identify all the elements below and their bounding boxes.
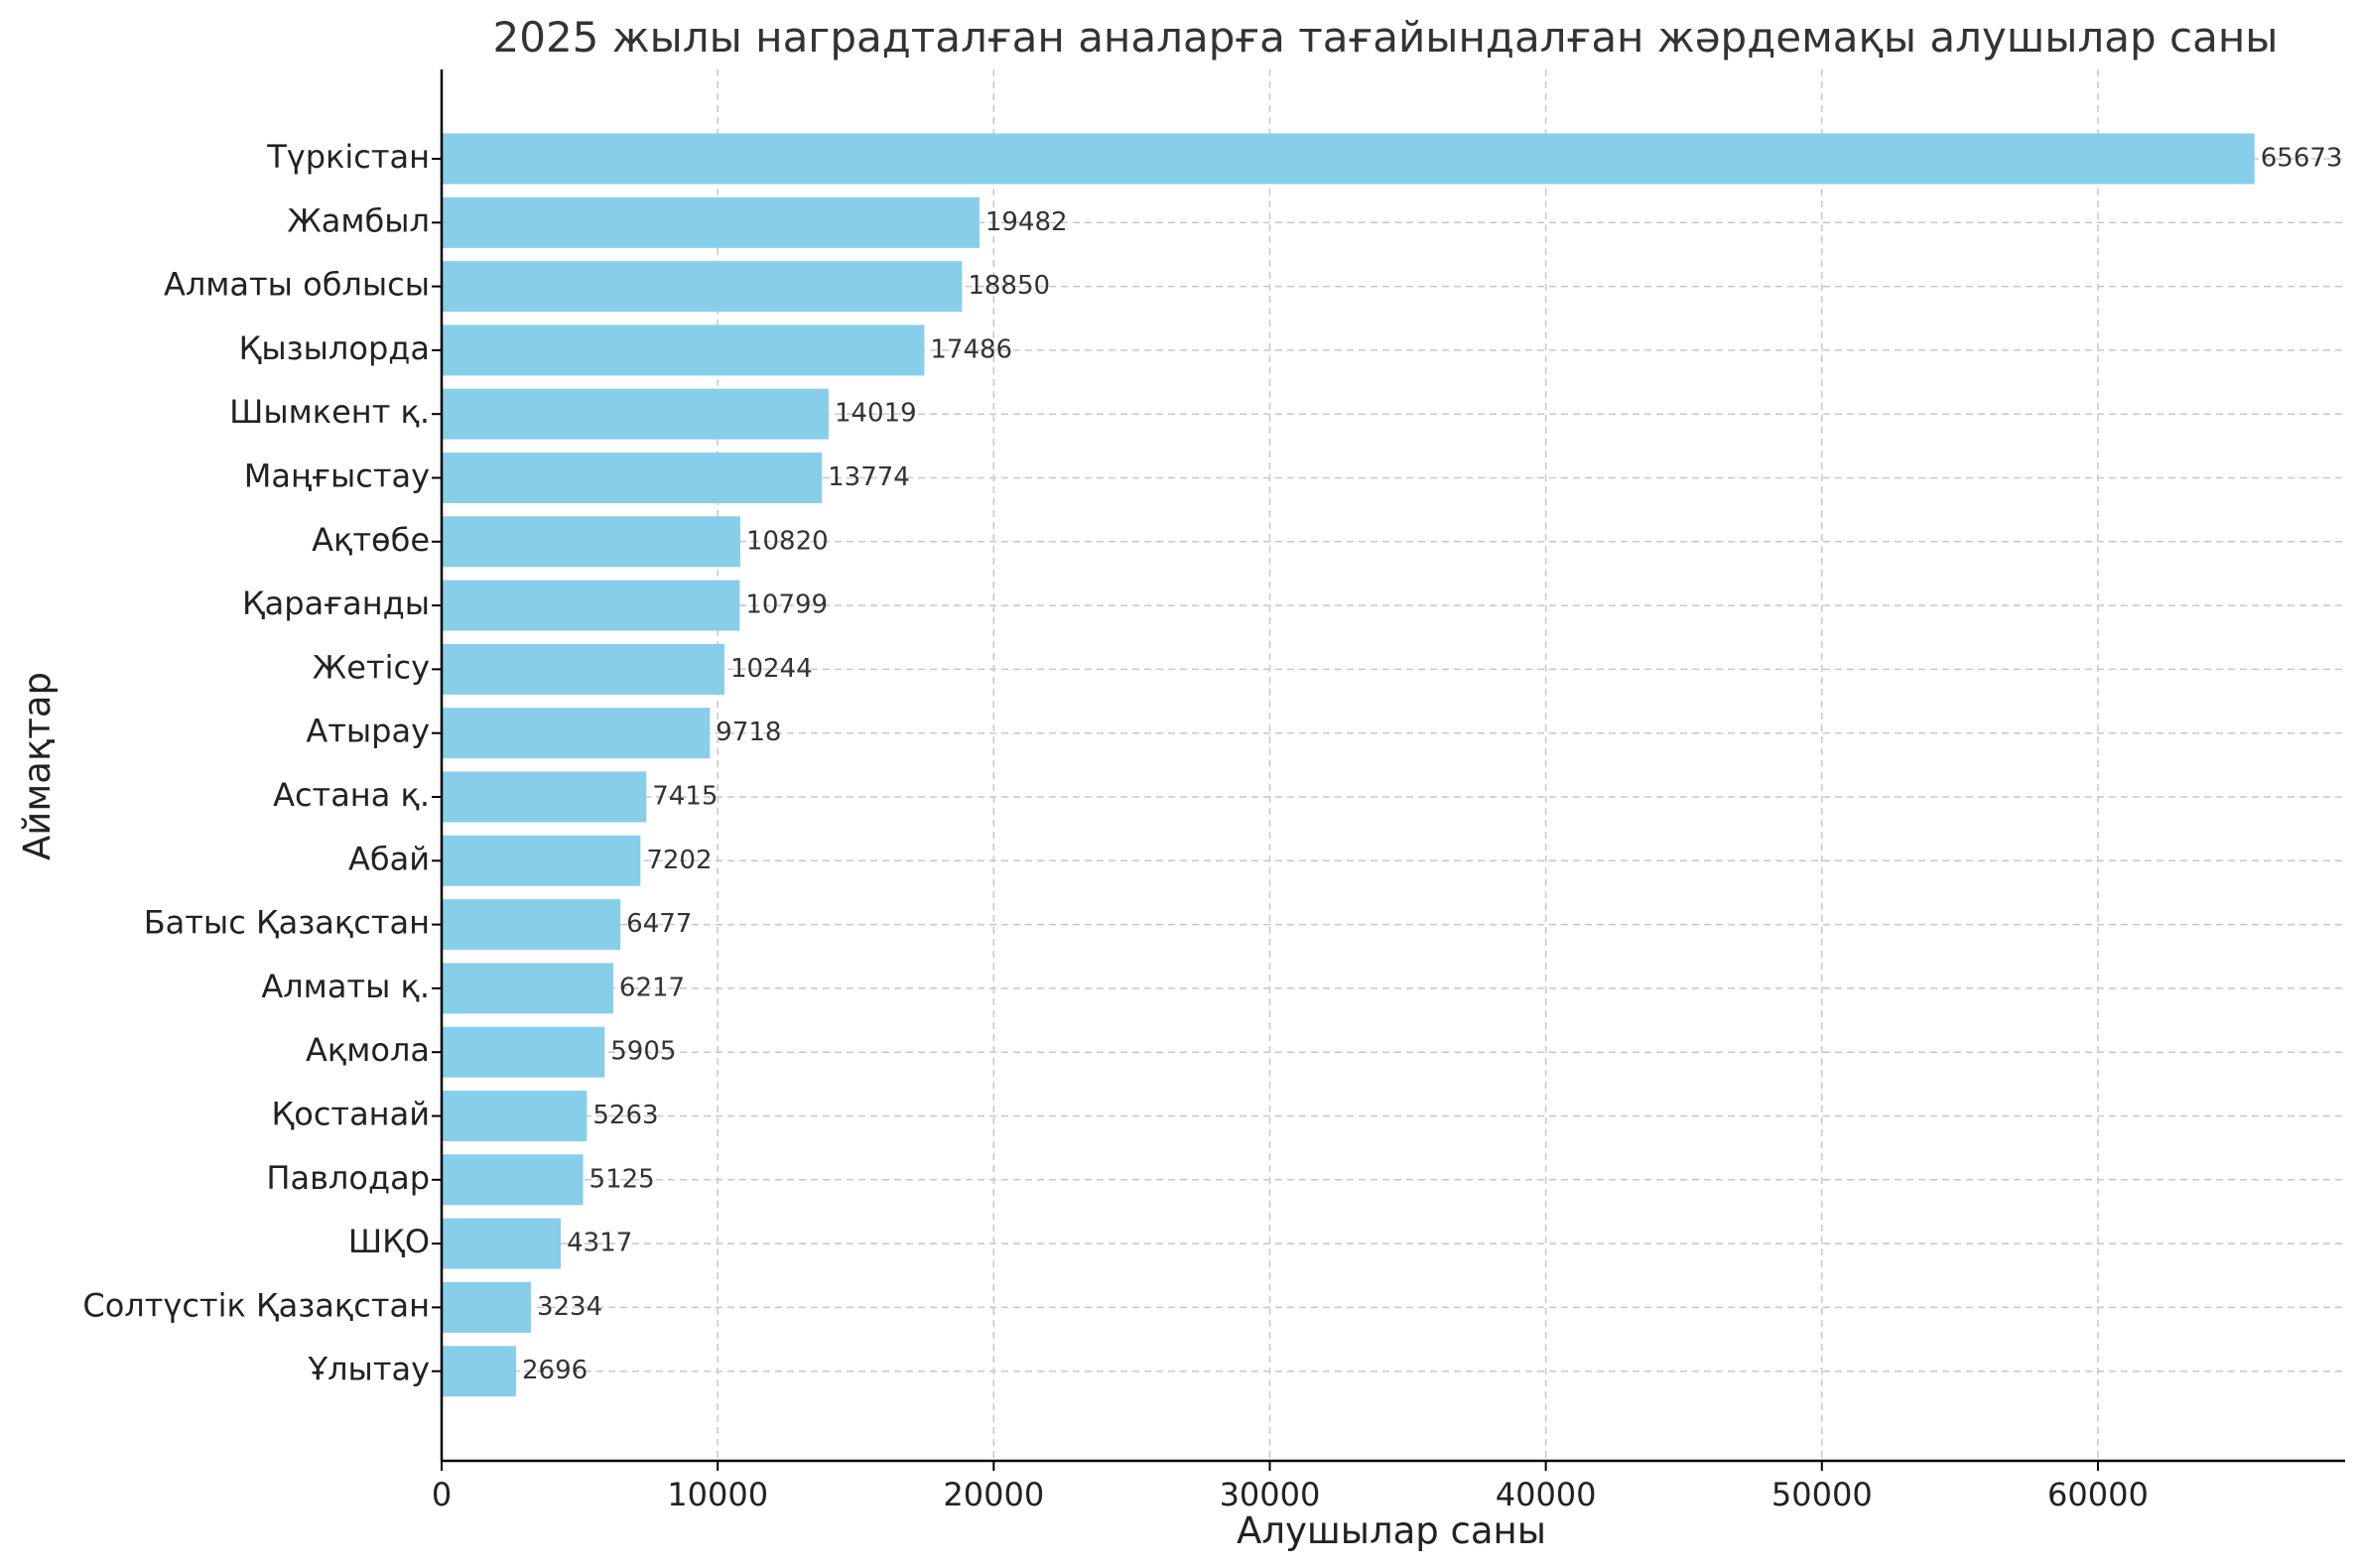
y-tick-label: Қарағанды bbox=[242, 585, 430, 622]
bar bbox=[442, 1218, 562, 1269]
y-tick-label: Шымкент қ. bbox=[229, 393, 430, 431]
bar-value-label: 10244 bbox=[730, 654, 813, 684]
bar-value-label: 6477 bbox=[626, 909, 692, 939]
bar-value-label: 14019 bbox=[835, 399, 917, 429]
y-tick-label: Абай bbox=[348, 840, 430, 877]
y-tick-label: Түркістан bbox=[266, 138, 430, 176]
bar-value-label: 10820 bbox=[746, 526, 829, 556]
y-tick-label: Атырау bbox=[306, 713, 430, 750]
y-tick-label: Алматы қ. bbox=[261, 968, 430, 1005]
bar-value-label: 7202 bbox=[646, 846, 712, 875]
y-tick-label: Ақмола bbox=[306, 1031, 430, 1069]
x-axis-ticks: 0 10000 20000 30000 40000 50000 60000 bbox=[432, 1461, 2149, 1513]
y-axis-label: Аймақтар bbox=[16, 672, 59, 860]
y-tick-label: Алматы облысы bbox=[164, 266, 430, 304]
bar-value-label: 5263 bbox=[592, 1101, 658, 1130]
y-tick-label: Маңғыстау bbox=[244, 457, 430, 495]
bar bbox=[442, 771, 647, 823]
bar-value-label: 13774 bbox=[828, 462, 910, 492]
bar-value-label: 18850 bbox=[968, 271, 1050, 301]
bar-value-label: 9718 bbox=[716, 718, 781, 747]
y-tick-label: Жамбыл bbox=[287, 201, 430, 239]
bar-value-label: 17486 bbox=[930, 334, 1012, 364]
y-axis-ticks: Түркістан Жамбыл Алматы облысы Қызылорда Шым… bbox=[82, 138, 442, 1388]
bar bbox=[442, 388, 829, 440]
y-tick-label: ШҚО bbox=[348, 1223, 430, 1260]
bar bbox=[442, 133, 2255, 185]
x-tick-label: 50000 bbox=[1771, 1476, 1873, 1513]
bar bbox=[442, 580, 740, 631]
bar bbox=[442, 643, 724, 695]
bar bbox=[442, 1091, 588, 1141]
chart-title: 2025 жылы наградталған аналарға тағайынд… bbox=[493, 13, 2279, 62]
bar bbox=[442, 708, 711, 759]
bar-value-label: 7415 bbox=[652, 782, 718, 812]
bar-value-label: 5125 bbox=[590, 1164, 655, 1194]
bar bbox=[442, 325, 925, 376]
bar bbox=[442, 196, 980, 248]
y-tick-label: Қызылорда bbox=[239, 329, 430, 367]
bar-value-label: 65673 bbox=[2261, 144, 2343, 174]
bar bbox=[442, 453, 823, 503]
bar bbox=[442, 963, 613, 1014]
y-tick-label: Қостанай bbox=[272, 1096, 430, 1133]
grid bbox=[441, 69, 2345, 1461]
x-tick-label: 10000 bbox=[667, 1476, 768, 1513]
bar bbox=[442, 1154, 584, 1206]
y-tick-label: Ақтөбе bbox=[312, 521, 430, 559]
bar-value-label: 4317 bbox=[567, 1229, 632, 1258]
bar-value-label: 19482 bbox=[985, 207, 1068, 237]
x-tick-label: 20000 bbox=[943, 1476, 1044, 1513]
bar bbox=[442, 261, 963, 313]
bar bbox=[442, 1281, 531, 1333]
x-axis-label: Алушылар саны bbox=[1237, 1509, 1546, 1552]
bar-value-label: 6217 bbox=[619, 973, 685, 1002]
x-tick-label: 30000 bbox=[1220, 1476, 1321, 1513]
y-tick-label: Батыс Қазақстан bbox=[144, 904, 430, 942]
bar-value-label: 5905 bbox=[610, 1037, 676, 1067]
y-tick-label: Ұлытау bbox=[308, 1351, 430, 1388]
bar-value-label: 2696 bbox=[522, 1356, 588, 1385]
bar-value-label: 10799 bbox=[745, 590, 828, 620]
bar-value-label: 3234 bbox=[537, 1292, 602, 1322]
y-tick-label: Жетісу bbox=[313, 648, 430, 686]
bars bbox=[442, 133, 2255, 1397]
x-tick-label: 60000 bbox=[2047, 1476, 2149, 1513]
y-tick-label: Павлодар bbox=[266, 1159, 430, 1197]
bar bbox=[442, 1346, 516, 1397]
bar bbox=[442, 1026, 605, 1078]
x-tick-label: 0 bbox=[432, 1476, 452, 1513]
bar bbox=[442, 899, 621, 951]
y-tick-label: Астана қ. bbox=[273, 776, 430, 814]
value-labels: 65673 19482 18850 17486 14019 13774 10820 10799… bbox=[522, 144, 2342, 1386]
y-tick-label: Солтүстік Қазақстан bbox=[82, 1286, 430, 1324]
bar bbox=[442, 516, 740, 568]
bar bbox=[442, 835, 641, 886]
x-tick-label: 40000 bbox=[1496, 1476, 1597, 1513]
